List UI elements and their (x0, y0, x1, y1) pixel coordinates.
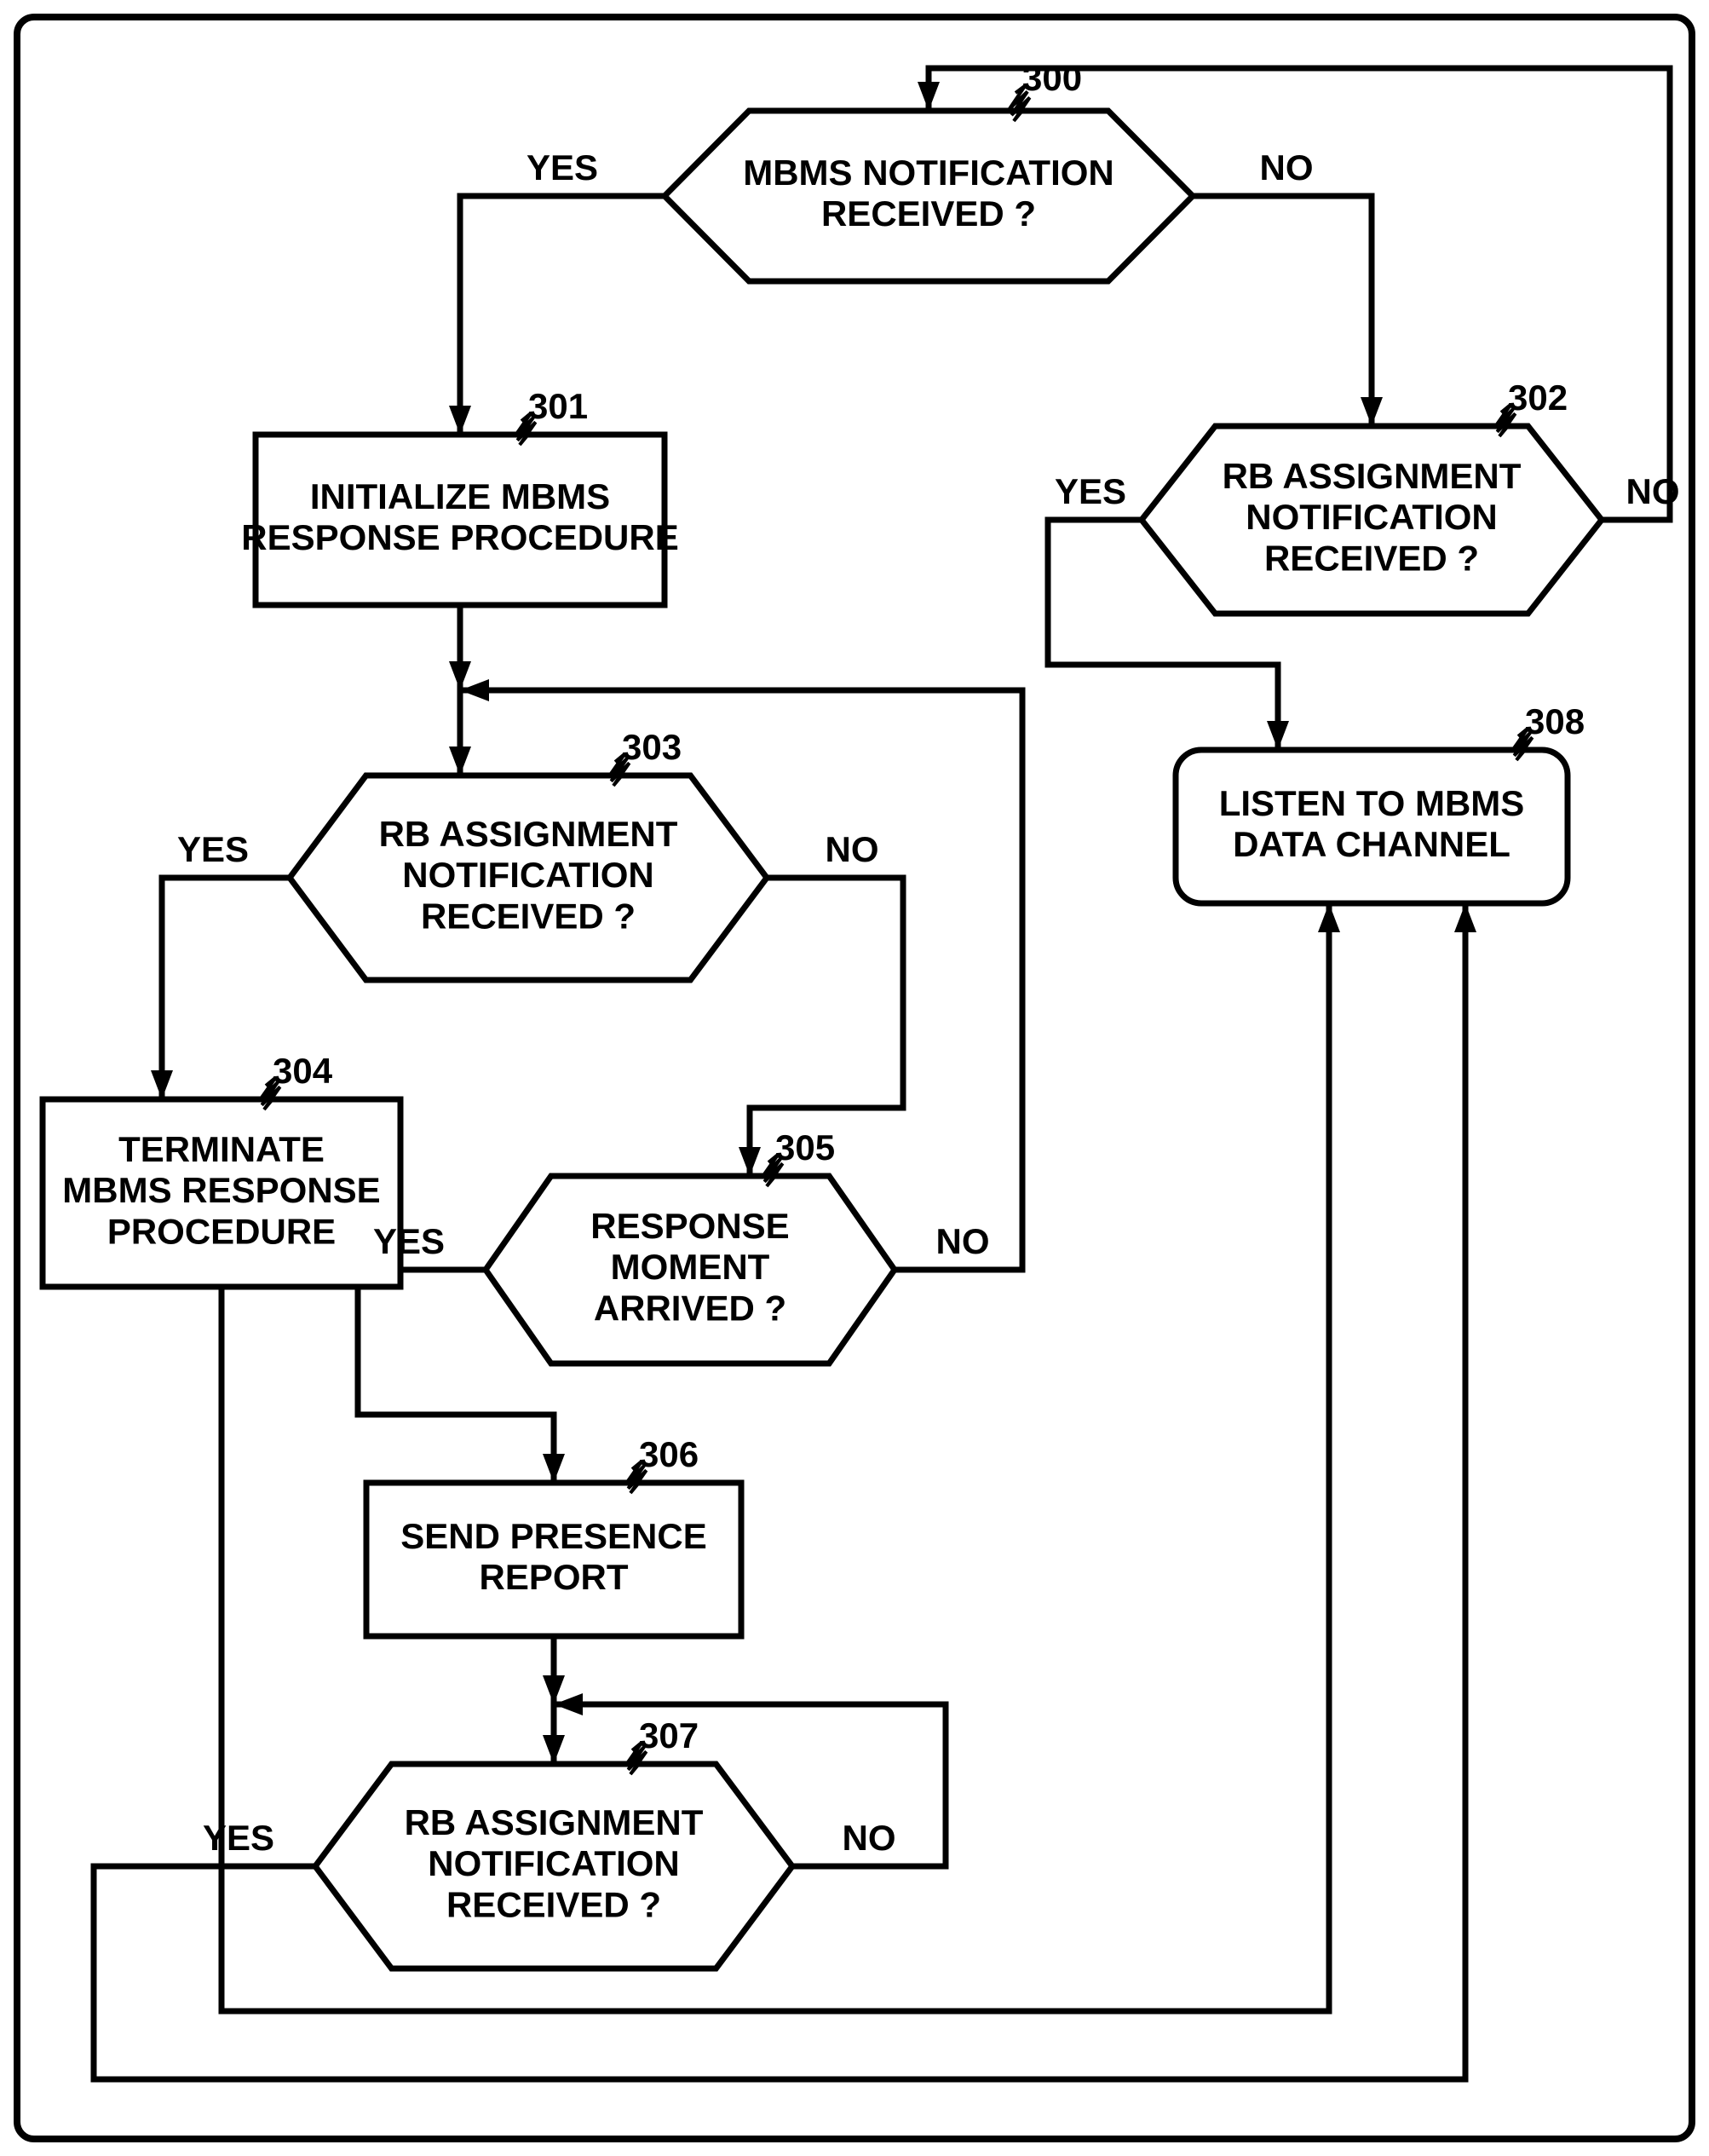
arrowhead (543, 1675, 565, 1704)
arrowhead (739, 1147, 761, 1176)
edge-label-e300n: NO (1260, 147, 1314, 187)
ref-label-n303: 303 (622, 727, 682, 767)
edge-label-e303y: YES (177, 829, 249, 869)
edge-e300n (1193, 196, 1372, 426)
edge-label-e305n: NO (936, 1221, 990, 1261)
node-label-n304: TERMINATE (118, 1129, 325, 1169)
ref-label-n307: 307 (639, 1715, 699, 1755)
ref-label-n300: 300 (1022, 58, 1082, 98)
edge-label-e307n: NO (843, 1818, 896, 1858)
node-label-n302: RB ASSIGNMENT (1223, 456, 1522, 496)
node-label-n300: MBMS NOTIFICATION (743, 153, 1114, 193)
arrowhead (151, 1070, 173, 1099)
arrowhead (449, 406, 471, 435)
arrowhead (918, 82, 940, 111)
edge-e303y (162, 878, 290, 1099)
node-label-n303: RB ASSIGNMENT (379, 814, 678, 854)
node-label-n307: RB ASSIGNMENT (405, 1802, 704, 1842)
arrowhead (449, 747, 471, 775)
arrowhead (543, 1454, 565, 1483)
node-label-n303: RECEIVED ? (421, 896, 636, 936)
node-label-n301: RESPONSE PROCEDURE (241, 517, 678, 557)
node-label-n301: INITIALIZE MBMS (310, 476, 610, 516)
node-label-n303: NOTIFICATION (402, 855, 654, 895)
ref-label-n301: 301 (528, 386, 588, 426)
edge-label-e302y: YES (1055, 471, 1126, 511)
edge-label-e305y: YES (373, 1221, 445, 1261)
node-label-n305: ARRIVED ? (594, 1288, 786, 1328)
nodes-layer (43, 111, 1602, 1969)
node-label-n307: NOTIFICATION (428, 1843, 680, 1883)
node-label-n307: RECEIVED ? (446, 1884, 661, 1924)
text-layer: YES NO YES NO YES NO YES NO YES NO MBMS NOTIFICATI… (62, 58, 1679, 1924)
flowchart-canvas: YES NO YES NO YES NO YES NO YES NO MBMS NOTIFICATI… (0, 0, 1709, 2156)
edge-label-e302n: NO (1626, 471, 1680, 511)
ref-label-n304: 304 (273, 1051, 333, 1091)
node-label-n305: MOMENT (611, 1247, 770, 1287)
ref-label-n306: 306 (639, 1434, 699, 1474)
ref-label-n302: 302 (1508, 378, 1568, 418)
ref-label-n308: 308 (1525, 701, 1585, 741)
node-label-n302: RECEIVED ? (1264, 538, 1479, 578)
arrowhead (460, 679, 489, 701)
edge-label-e303n: NO (826, 829, 879, 869)
arrowhead (449, 661, 471, 690)
node-label-n308: LISTEN TO MBMS (1219, 783, 1525, 823)
arrowhead (554, 1693, 583, 1715)
node-label-n302: NOTIFICATION (1246, 497, 1498, 537)
arrowhead (1361, 397, 1383, 426)
arrowhead (1267, 721, 1289, 750)
node-label-n300: RECEIVED ? (821, 193, 1036, 233)
node-label-n308: DATA CHANNEL (1233, 824, 1510, 864)
ref-label-n305: 305 (775, 1127, 835, 1167)
arrowhead (1454, 903, 1476, 932)
arrowhead (543, 1735, 565, 1764)
node-label-n305: RESPONSE (590, 1206, 789, 1246)
arrowhead (1318, 903, 1340, 932)
node-label-n306: SEND PRESENCE (400, 1516, 706, 1556)
node-label-n306: REPORT (479, 1557, 628, 1597)
edge-label-e300y: YES (527, 147, 598, 187)
node-label-n304: MBMS RESPONSE (62, 1170, 380, 1210)
edge-label-e307y: YES (203, 1818, 274, 1858)
node-label-n304: PROCEDURE (107, 1211, 336, 1251)
